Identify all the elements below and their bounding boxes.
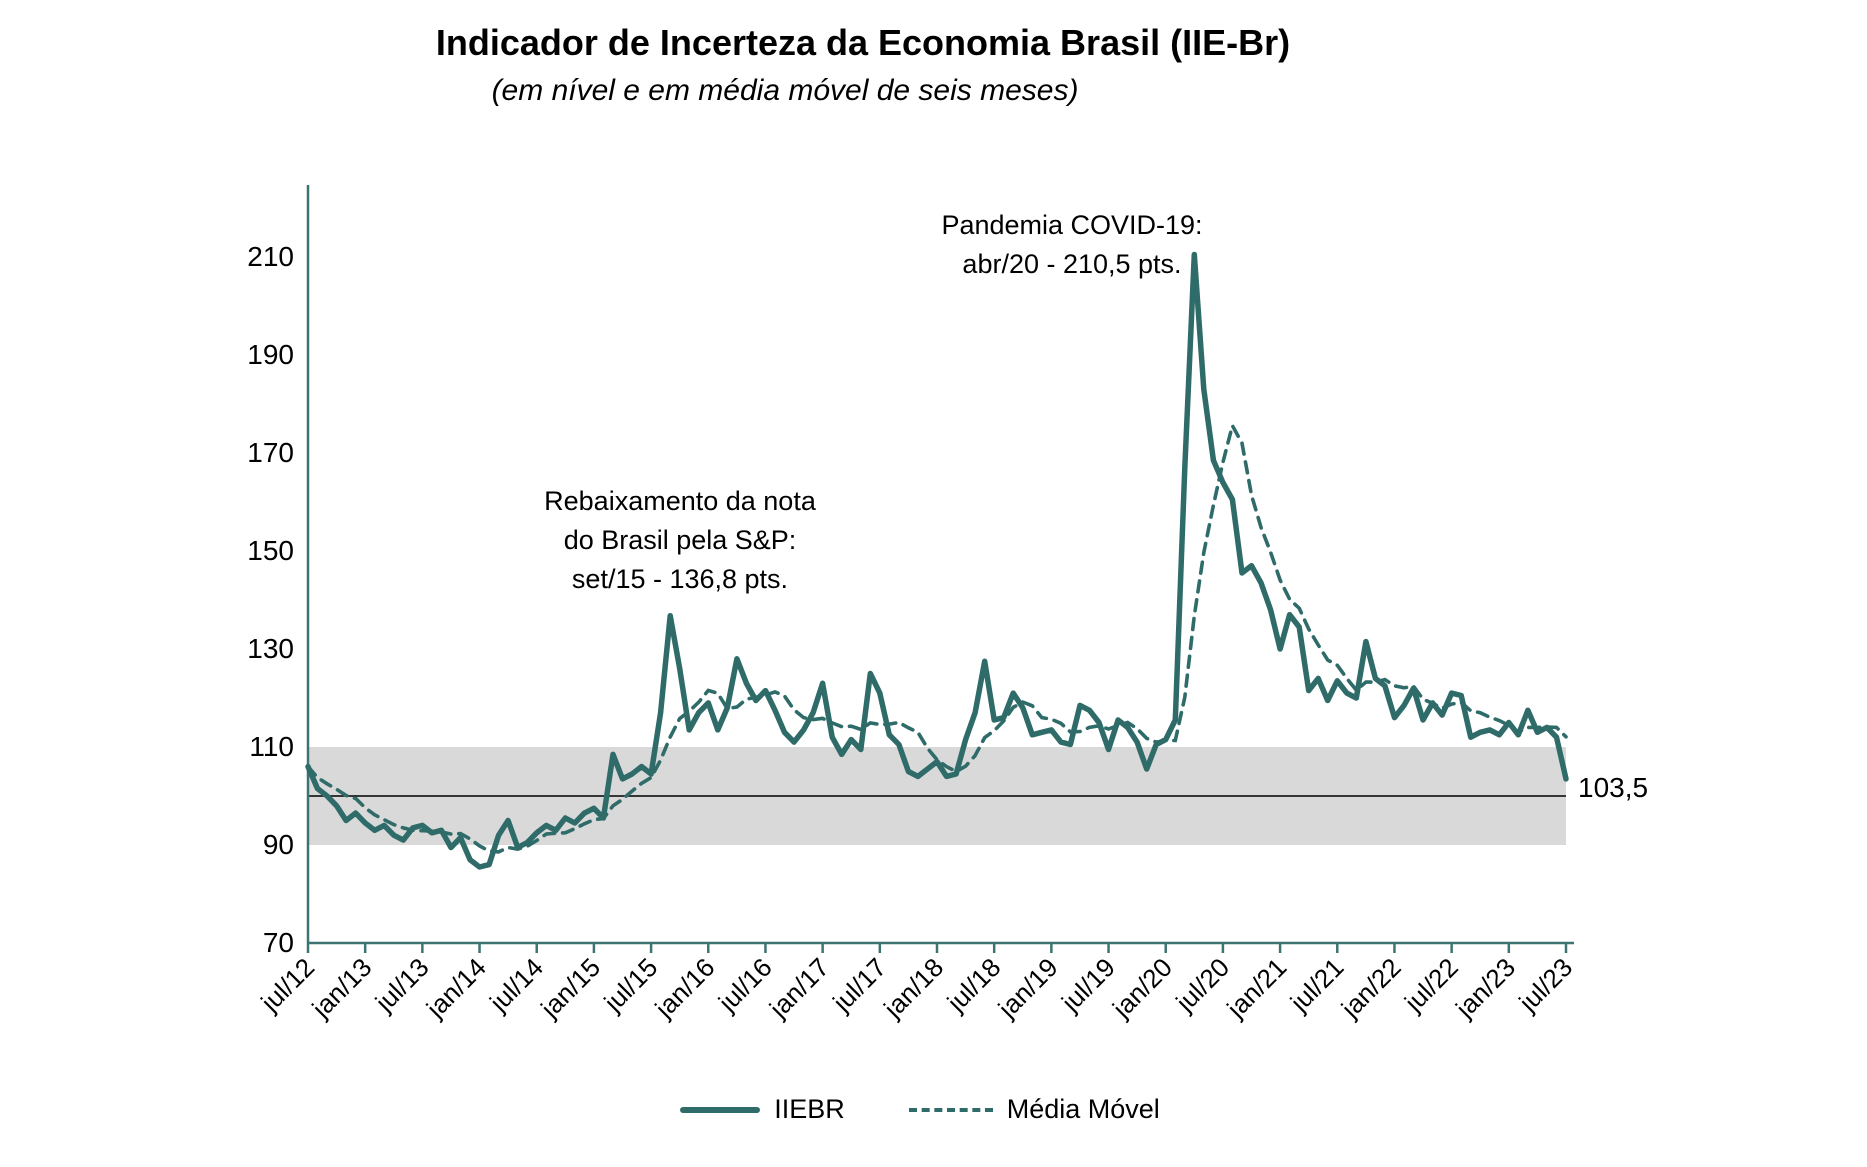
x-tick-label: jan/20 bbox=[1106, 952, 1178, 1024]
x-tick-label: jan/18 bbox=[877, 952, 949, 1024]
x-tick-label: jul/16 bbox=[712, 952, 778, 1018]
y-tick-label: 110 bbox=[249, 731, 294, 762]
y-tick-label: 150 bbox=[247, 535, 294, 566]
chart-title: Indicador de Incerteza da Economia Brasi… bbox=[435, 22, 1291, 63]
covid-annotation-line2: abr/20 - 210,5 pts. bbox=[962, 249, 1182, 279]
x-tick-label: jul/19 bbox=[1055, 952, 1121, 1018]
y-tick-label: 170 bbox=[247, 437, 294, 468]
legend-item-iiebr: IIEBR bbox=[680, 1094, 845, 1125]
x-tick-label: jan/17 bbox=[763, 952, 835, 1024]
x-tick-label: jul/20 bbox=[1169, 952, 1235, 1018]
x-tick-label: jan/15 bbox=[534, 952, 606, 1024]
legend: IIEBR Média Móvel bbox=[0, 1094, 1840, 1125]
x-tick-label: jul/13 bbox=[369, 952, 435, 1018]
x-tick-label: jan/22 bbox=[1335, 952, 1407, 1024]
y-tick-label: 190 bbox=[247, 339, 294, 370]
chart-subtitle: (em nível e em média móvel de seis meses… bbox=[491, 74, 1079, 107]
x-tick-label: jan/14 bbox=[420, 952, 492, 1024]
y-tick-label: 130 bbox=[247, 633, 294, 664]
x-tick-label: jul/22 bbox=[1398, 952, 1464, 1018]
x-tick-label: jan/16 bbox=[649, 952, 721, 1024]
x-tick-label: jan/21 bbox=[1220, 952, 1292, 1024]
x-tick-label: jul/21 bbox=[1284, 952, 1350, 1018]
iiebr-line bbox=[305, 251, 1569, 870]
legend-item-media-movel: Média Móvel bbox=[908, 1094, 1160, 1125]
covid-annotation-line1: Pandemia COVID-19: bbox=[941, 210, 1203, 240]
x-tick-label: jan/23 bbox=[1449, 952, 1521, 1024]
legend-label-iiebr: IIEBR bbox=[774, 1094, 845, 1124]
x-tick-label: jul/12 bbox=[254, 952, 320, 1018]
y-tick-label: 90 bbox=[263, 829, 294, 860]
sp-annotation-line1: Rebaixamento da nota bbox=[544, 486, 816, 516]
x-tick-label: jul/14 bbox=[483, 952, 549, 1018]
x-tick-label: jul/23 bbox=[1512, 952, 1578, 1018]
y-tick-label: 70 bbox=[263, 927, 294, 958]
media-movel-line-swatch bbox=[908, 1107, 993, 1112]
x-tick-label: jul/17 bbox=[826, 952, 892, 1018]
x-tick-label: jan/13 bbox=[305, 952, 377, 1024]
iiebr-line-swatch bbox=[680, 1106, 761, 1113]
sp-downgrade-annotation: Rebaixamento da nota do Brasil pela S&P:… bbox=[480, 482, 880, 599]
sp-annotation-line3: set/15 - 136,8 pts. bbox=[571, 564, 789, 594]
x-tick-label: jan/19 bbox=[992, 952, 1064, 1024]
y-tick-label: 210 bbox=[247, 241, 294, 272]
x-tick-label: jul/18 bbox=[941, 952, 1007, 1018]
x-tick-label: jul/15 bbox=[597, 952, 663, 1018]
legend-label-media-movel: Média Móvel bbox=[1006, 1094, 1160, 1124]
covid-annotation: Pandemia COVID-19: abr/20 - 210,5 pts. bbox=[852, 206, 1292, 284]
sp-annotation-line2: do Brasil pela S&P: bbox=[563, 525, 797, 555]
last-value-label: 103,5 bbox=[1578, 772, 1649, 803]
